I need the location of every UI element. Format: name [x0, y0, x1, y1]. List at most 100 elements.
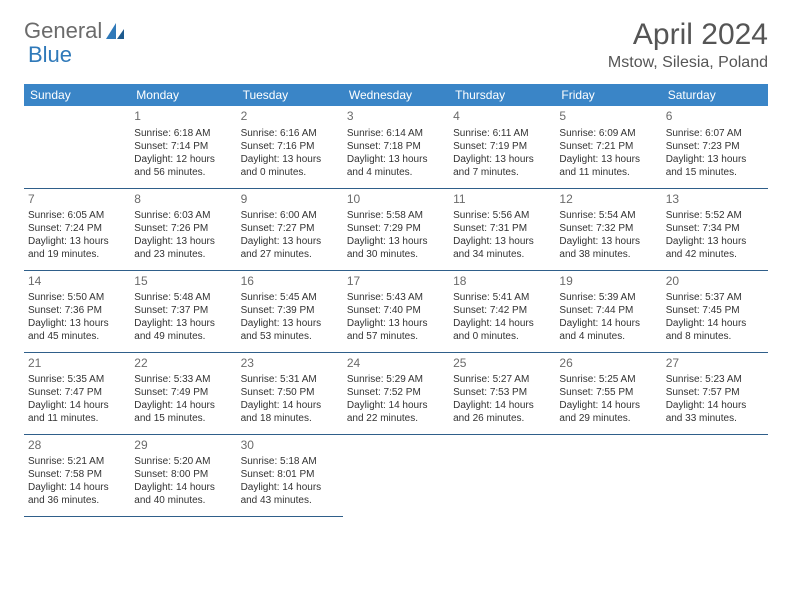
- dow-thursday: Thursday: [449, 84, 555, 106]
- day-number: 20: [666, 274, 764, 290]
- sunset-text: Sunset: 7:52 PM: [347, 386, 445, 399]
- day-number: 11: [453, 192, 551, 208]
- day-cell: 9Sunrise: 6:00 AMSunset: 7:27 PMDaylight…: [237, 188, 343, 270]
- week-row: 28Sunrise: 5:21 AMSunset: 7:58 PMDayligh…: [24, 434, 768, 516]
- daylight-text: Daylight: 12 hours and 56 minutes.: [134, 153, 232, 179]
- day-cell: 18Sunrise: 5:41 AMSunset: 7:42 PMDayligh…: [449, 270, 555, 352]
- sunset-text: Sunset: 7:44 PM: [559, 304, 657, 317]
- sunset-text: Sunset: 7:23 PM: [666, 140, 764, 153]
- day-cell: 15Sunrise: 5:48 AMSunset: 7:37 PMDayligh…: [130, 270, 236, 352]
- daylight-text: Daylight: 14 hours and 0 minutes.: [453, 317, 551, 343]
- daylight-text: Daylight: 13 hours and 11 minutes.: [559, 153, 657, 179]
- day-number: 19: [559, 274, 657, 290]
- sunrise-text: Sunrise: 5:37 AM: [666, 291, 764, 304]
- sunrise-text: Sunrise: 6:03 AM: [134, 209, 232, 222]
- day-cell: 3Sunrise: 6:14 AMSunset: 7:18 PMDaylight…: [343, 106, 449, 188]
- sunrise-text: Sunrise: 5:48 AM: [134, 291, 232, 304]
- dow-friday: Friday: [555, 84, 661, 106]
- sunrise-text: Sunrise: 5:25 AM: [559, 373, 657, 386]
- day-cell: 21Sunrise: 5:35 AMSunset: 7:47 PMDayligh…: [24, 352, 130, 434]
- day-number: 15: [134, 274, 232, 290]
- sunrise-text: Sunrise: 6:11 AM: [453, 127, 551, 140]
- day-cell: 23Sunrise: 5:31 AMSunset: 7:50 PMDayligh…: [237, 352, 343, 434]
- day-cell: 8Sunrise: 6:03 AMSunset: 7:26 PMDaylight…: [130, 188, 236, 270]
- day-cell: 14Sunrise: 5:50 AMSunset: 7:36 PMDayligh…: [24, 270, 130, 352]
- day-cell: [343, 434, 449, 516]
- sunset-text: Sunset: 7:26 PM: [134, 222, 232, 235]
- daylight-text: Daylight: 14 hours and 4 minutes.: [559, 317, 657, 343]
- sail-icon: [104, 21, 126, 41]
- daylight-text: Daylight: 14 hours and 33 minutes.: [666, 399, 764, 425]
- sunset-text: Sunset: 7:18 PM: [347, 140, 445, 153]
- dow-row: Sunday Monday Tuesday Wednesday Thursday…: [24, 84, 768, 106]
- daylight-text: Daylight: 13 hours and 49 minutes.: [134, 317, 232, 343]
- day-cell: [449, 434, 555, 516]
- day-cell: 2Sunrise: 6:16 AMSunset: 7:16 PMDaylight…: [237, 106, 343, 188]
- day-cell: 19Sunrise: 5:39 AMSunset: 7:44 PMDayligh…: [555, 270, 661, 352]
- sunset-text: Sunset: 7:31 PM: [453, 222, 551, 235]
- dow-monday: Monday: [130, 84, 236, 106]
- day-cell: 10Sunrise: 5:58 AMSunset: 7:29 PMDayligh…: [343, 188, 449, 270]
- sunrise-text: Sunrise: 5:58 AM: [347, 209, 445, 222]
- sunset-text: Sunset: 7:16 PM: [241, 140, 339, 153]
- day-cell: 16Sunrise: 5:45 AMSunset: 7:39 PMDayligh…: [237, 270, 343, 352]
- daylight-text: Daylight: 13 hours and 34 minutes.: [453, 235, 551, 261]
- sunrise-text: Sunrise: 6:18 AM: [134, 127, 232, 140]
- day-cell: 13Sunrise: 5:52 AMSunset: 7:34 PMDayligh…: [662, 188, 768, 270]
- week-row: 21Sunrise: 5:35 AMSunset: 7:47 PMDayligh…: [24, 352, 768, 434]
- day-number: 21: [28, 356, 126, 372]
- day-number: 7: [28, 192, 126, 208]
- daylight-text: Daylight: 14 hours and 8 minutes.: [666, 317, 764, 343]
- header: General April 2024 Mstow, Silesia, Polan…: [24, 18, 768, 72]
- daylight-text: Daylight: 13 hours and 19 minutes.: [28, 235, 126, 261]
- day-number: 29: [134, 438, 232, 454]
- day-cell: 27Sunrise: 5:23 AMSunset: 7:57 PMDayligh…: [662, 352, 768, 434]
- day-cell: 17Sunrise: 5:43 AMSunset: 7:40 PMDayligh…: [343, 270, 449, 352]
- day-number: 18: [453, 274, 551, 290]
- day-number: 4: [453, 109, 551, 125]
- daylight-text: Daylight: 13 hours and 38 minutes.: [559, 235, 657, 261]
- day-cell: 26Sunrise: 5:25 AMSunset: 7:55 PMDayligh…: [555, 352, 661, 434]
- sunrise-text: Sunrise: 5:23 AM: [666, 373, 764, 386]
- daylight-text: Daylight: 13 hours and 15 minutes.: [666, 153, 764, 179]
- day-cell: 1Sunrise: 6:18 AMSunset: 7:14 PMDaylight…: [130, 106, 236, 188]
- sunrise-text: Sunrise: 6:16 AM: [241, 127, 339, 140]
- sunrise-text: Sunrise: 6:00 AM: [241, 209, 339, 222]
- sunset-text: Sunset: 7:57 PM: [666, 386, 764, 399]
- daylight-text: Daylight: 13 hours and 45 minutes.: [28, 317, 126, 343]
- dow-saturday: Saturday: [662, 84, 768, 106]
- sunrise-text: Sunrise: 5:21 AM: [28, 455, 126, 468]
- sunrise-text: Sunrise: 6:05 AM: [28, 209, 126, 222]
- sunrise-text: Sunrise: 5:54 AM: [559, 209, 657, 222]
- sunrise-text: Sunrise: 5:33 AM: [134, 373, 232, 386]
- sunrise-text: Sunrise: 5:18 AM: [241, 455, 339, 468]
- day-cell: 7Sunrise: 6:05 AMSunset: 7:24 PMDaylight…: [24, 188, 130, 270]
- sunset-text: Sunset: 7:19 PM: [453, 140, 551, 153]
- sunset-text: Sunset: 7:39 PM: [241, 304, 339, 317]
- day-cell: [662, 434, 768, 516]
- daylight-text: Daylight: 13 hours and 4 minutes.: [347, 153, 445, 179]
- day-number: 24: [347, 356, 445, 372]
- daylight-text: Daylight: 14 hours and 11 minutes.: [28, 399, 126, 425]
- sunset-text: Sunset: 7:36 PM: [28, 304, 126, 317]
- day-cell: 20Sunrise: 5:37 AMSunset: 7:45 PMDayligh…: [662, 270, 768, 352]
- day-cell: 29Sunrise: 5:20 AMSunset: 8:00 PMDayligh…: [130, 434, 236, 516]
- daylight-text: Daylight: 13 hours and 57 minutes.: [347, 317, 445, 343]
- sunrise-text: Sunrise: 5:52 AM: [666, 209, 764, 222]
- day-number: 5: [559, 109, 657, 125]
- day-number: 9: [241, 192, 339, 208]
- sunset-text: Sunset: 7:29 PM: [347, 222, 445, 235]
- sunrise-text: Sunrise: 5:27 AM: [453, 373, 551, 386]
- sunrise-text: Sunrise: 5:20 AM: [134, 455, 232, 468]
- day-number: 25: [453, 356, 551, 372]
- sunrise-text: Sunrise: 5:35 AM: [28, 373, 126, 386]
- sunrise-text: Sunrise: 5:56 AM: [453, 209, 551, 222]
- sunrise-text: Sunrise: 5:29 AM: [347, 373, 445, 386]
- day-number: 10: [347, 192, 445, 208]
- sunset-text: Sunset: 7:21 PM: [559, 140, 657, 153]
- day-number: 1: [134, 109, 232, 125]
- day-cell: 6Sunrise: 6:07 AMSunset: 7:23 PMDaylight…: [662, 106, 768, 188]
- daylight-text: Daylight: 13 hours and 27 minutes.: [241, 235, 339, 261]
- daylight-text: Daylight: 13 hours and 53 minutes.: [241, 317, 339, 343]
- dow-sunday: Sunday: [24, 84, 130, 106]
